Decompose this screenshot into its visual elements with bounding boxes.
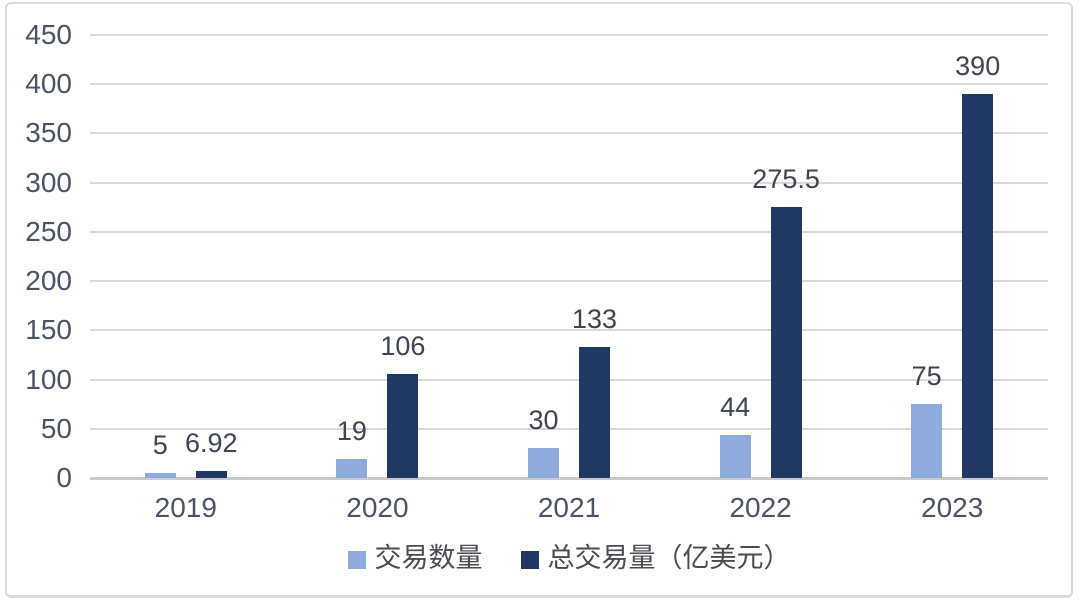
x-axis-tick-label: 2022 — [729, 492, 792, 523]
legend: 交易数量 总交易量（亿美元） — [90, 541, 1048, 575]
x-axis-tick-label: 2023 — [921, 492, 984, 523]
y-axis-tick-label: 350 — [25, 117, 72, 149]
gridline — [90, 230, 1048, 233]
y-axis-tick-label: 50 — [40, 412, 72, 444]
bar-value-label: 44 — [720, 392, 751, 422]
bar — [144, 473, 176, 478]
y-axis-tick-label: 450 — [25, 19, 72, 50]
bar-value-label: 75 — [911, 361, 942, 391]
x-axis-tick-label: 2020 — [346, 492, 409, 523]
bar — [911, 404, 943, 478]
bar — [528, 448, 559, 478]
gridline — [90, 132, 1048, 135]
bar-value-label: 19 — [336, 416, 367, 446]
y-axis-tick-label: 0 — [56, 462, 72, 493]
bar-value-label: 275.5 — [752, 164, 820, 194]
y-axis-tick-label: 250 — [25, 215, 72, 247]
bar — [579, 347, 610, 478]
legend-swatch-icon — [520, 550, 539, 569]
bar-value-label: 30 — [528, 405, 559, 435]
gridline — [90, 83, 1048, 86]
bar-value-label: 133 — [571, 304, 618, 334]
bar-value-label: 5 — [152, 430, 168, 460]
bar — [719, 435, 751, 478]
legend-swatch-icon — [347, 550, 366, 569]
x-axis-line — [90, 477, 1048, 480]
gridline — [90, 280, 1048, 283]
legend-label: 总交易量（亿美元） — [547, 543, 791, 573]
bar — [962, 94, 994, 478]
gridline — [90, 329, 1048, 332]
y-axis-tick-label: 200 — [25, 265, 72, 297]
bar-value-label: 106 — [380, 331, 426, 361]
bar — [195, 471, 227, 478]
x-axis-tick-label: 2019 — [154, 492, 217, 523]
legend-item: 交易数量 — [347, 541, 483, 575]
bar — [387, 374, 419, 478]
legend-item: 总交易量（亿美元） — [520, 541, 791, 575]
legend-label: 交易数量 — [374, 543, 483, 573]
chart-frame — [5, 2, 1073, 598]
bar — [336, 459, 368, 478]
gridline — [90, 427, 1048, 430]
y-axis-tick-label: 300 — [25, 166, 72, 198]
gridline — [90, 181, 1048, 184]
gridline — [90, 378, 1048, 381]
x-axis-tick-label: 2021 — [537, 492, 601, 523]
bar-value-label: 6.92 — [185, 428, 238, 458]
gridline — [90, 34, 1048, 36]
bar-value-label: 390 — [955, 51, 1001, 81]
y-axis-tick-label: 100 — [25, 363, 72, 395]
bar — [770, 207, 802, 478]
y-axis-tick-label: 400 — [25, 68, 72, 100]
y-axis-tick-label: 150 — [25, 314, 72, 346]
